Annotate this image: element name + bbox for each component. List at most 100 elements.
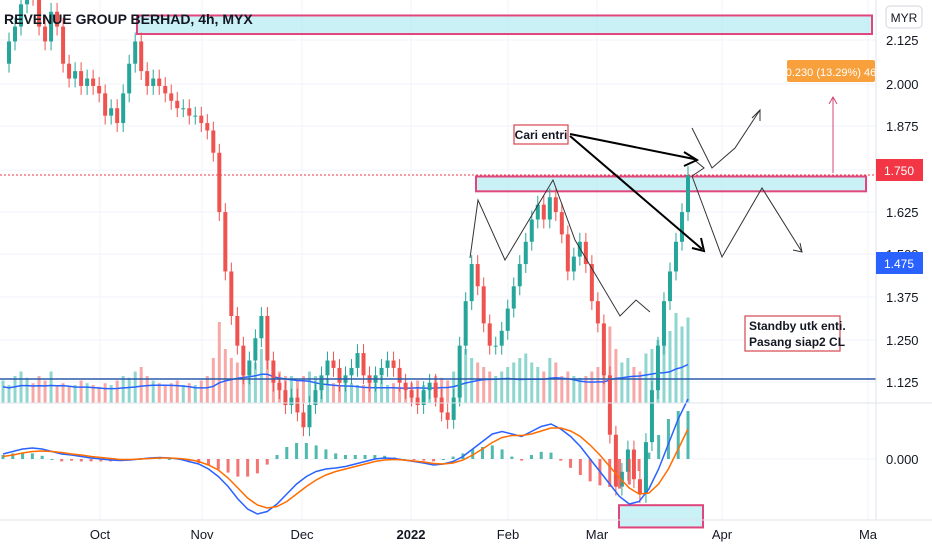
wave-drawing [469,178,651,317]
volume-bar [61,383,65,403]
candle-body [175,100,180,109]
macd-histogram-bar [451,456,455,459]
candle-body [595,301,600,324]
volume-bar [596,367,600,403]
volume-bar [350,383,354,403]
candle-body [163,85,168,94]
macd-histogram-bar [314,445,318,459]
last-price-badge: 1.750 [876,159,923,181]
candle-body [571,256,576,272]
candle-body [49,11,54,42]
candle-body [37,0,42,27]
macd-histogram-bar [569,459,573,468]
volume-bar [337,385,341,403]
candle-body [151,78,156,86]
volume-bar [650,349,654,403]
candle-body [547,197,552,220]
candle-body [55,11,60,27]
candle-body [265,315,270,361]
volume-bar [374,383,378,403]
measure-badge: 0.230 (13.29%) 46 [786,60,876,82]
macd-histogram-bar [529,455,533,459]
macd-histogram-bar [216,459,220,470]
volume-bar [145,376,149,403]
volume-bar [632,367,636,403]
volume-bar [488,371,492,403]
macd-histogram-bar [207,459,210,466]
macd-histogram-bar [608,459,612,487]
macd-histogram-bar [500,449,504,459]
time-tick-label: Ma [859,527,878,542]
macd-histogram-bar [481,447,484,459]
macd-tick-label: 0.000 [886,452,919,467]
candle-body [583,241,588,265]
candle-body [301,412,306,428]
price-tick-label: 1.250 [886,333,919,348]
volume-bar [307,371,311,403]
candle-body [241,345,246,376]
candle-body [391,360,396,368]
entry-arrow-up [569,133,695,160]
candle-body [397,367,402,383]
volume-bar [325,377,329,403]
candle-body [7,41,12,64]
macd-histogram-bar [422,459,426,461]
macd-histogram-bar [666,419,670,459]
time-axis-ticks[interactable]: Oct Nov Dec 2022 Feb Mar Apr Ma [90,527,878,542]
volume-bar [79,380,83,403]
projection-down-head [792,242,803,253]
candle-body [421,390,426,406]
projection-up [691,109,761,169]
entry-arrowhead-up [683,151,700,167]
candle-body [295,397,300,413]
candle-body [463,301,468,346]
candle-body [661,301,666,346]
candle-body [553,197,558,213]
resistance-zone [136,14,873,36]
volume-bar [518,358,522,403]
macd-histogram-bar [353,455,357,459]
currency-button[interactable]: MYR [885,5,923,29]
candle-body [103,93,108,116]
macd-histogram-bar [79,459,83,462]
svg-text:1.750: 1.750 [884,164,914,178]
price-tick-label: 2.000 [886,77,919,92]
macd-histogram-bar [549,452,553,459]
candle-body [499,330,504,346]
candle-body [79,71,84,86]
candle-body [205,123,210,131]
macd-histogram-bar [676,411,680,459]
volume-bar [674,313,678,403]
volume-bar [127,377,131,403]
macd-histogram-bar [618,459,621,489]
macd-histogram-bar [295,443,299,459]
zones [136,14,873,529]
volume-bar [55,385,59,403]
candle-body [511,286,516,309]
candle-body [619,471,624,487]
standby-note: Standby utk enti. Pasang siap2 CL [744,315,846,352]
volume-bar [19,371,23,403]
volume-bar [536,367,540,403]
candle-body [325,360,330,376]
time-tick-label: Apr [712,527,733,542]
candle-body [235,315,240,346]
price-tick-label: 1.375 [886,290,919,305]
candle-body [13,26,18,42]
candle-body [403,382,408,391]
candle-body [433,382,438,398]
macd-histogram-bar [285,447,289,459]
macd-histogram-bar [510,456,514,459]
volume-bar [163,385,167,403]
candle-body [91,78,96,86]
candle-body [187,108,192,116]
macd-histogram-bar [99,459,103,462]
macd-histogram-bar [255,459,259,474]
candle-body [481,286,486,324]
volume-bar [566,371,570,403]
volume-bar [512,362,516,403]
candle-body [607,375,612,435]
candle-body [127,63,132,94]
time-tick-label: 2022 [397,527,426,542]
macd-histogram-bar [647,452,651,459]
